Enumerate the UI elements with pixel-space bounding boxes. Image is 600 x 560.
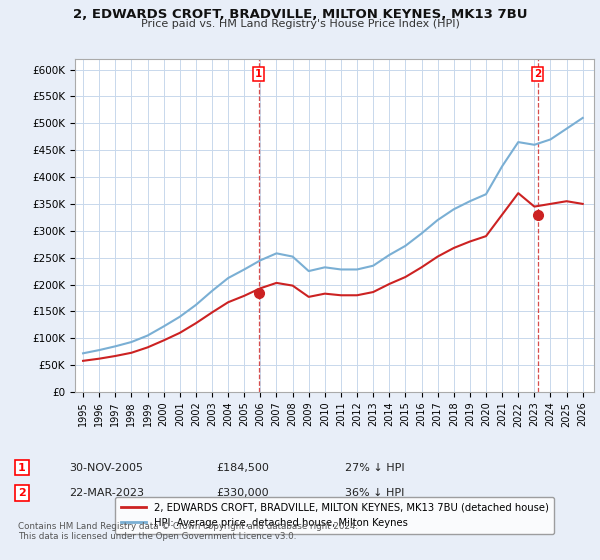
Text: £330,000: £330,000 [216,488,269,498]
Text: Price paid vs. HM Land Registry's House Price Index (HPI): Price paid vs. HM Land Registry's House … [140,19,460,29]
Text: Contains HM Land Registry data © Crown copyright and database right 2024.
This d: Contains HM Land Registry data © Crown c… [18,522,358,542]
Text: 36% ↓ HPI: 36% ↓ HPI [345,488,404,498]
Text: 2, EDWARDS CROFT, BRADVILLE, MILTON KEYNES, MK13 7BU: 2, EDWARDS CROFT, BRADVILLE, MILTON KEYN… [73,8,527,21]
Text: 22-MAR-2023: 22-MAR-2023 [69,488,144,498]
Text: 30-NOV-2005: 30-NOV-2005 [69,463,143,473]
Text: 27% ↓ HPI: 27% ↓ HPI [345,463,404,473]
Text: 1: 1 [18,463,26,473]
Text: 1: 1 [255,69,262,79]
Text: 2: 2 [18,488,26,498]
Text: 2: 2 [534,69,541,79]
Legend: 2, EDWARDS CROFT, BRADVILLE, MILTON KEYNES, MK13 7BU (detached house), HPI: Aver: 2, EDWARDS CROFT, BRADVILLE, MILTON KEYN… [115,497,554,534]
Text: £184,500: £184,500 [216,463,269,473]
